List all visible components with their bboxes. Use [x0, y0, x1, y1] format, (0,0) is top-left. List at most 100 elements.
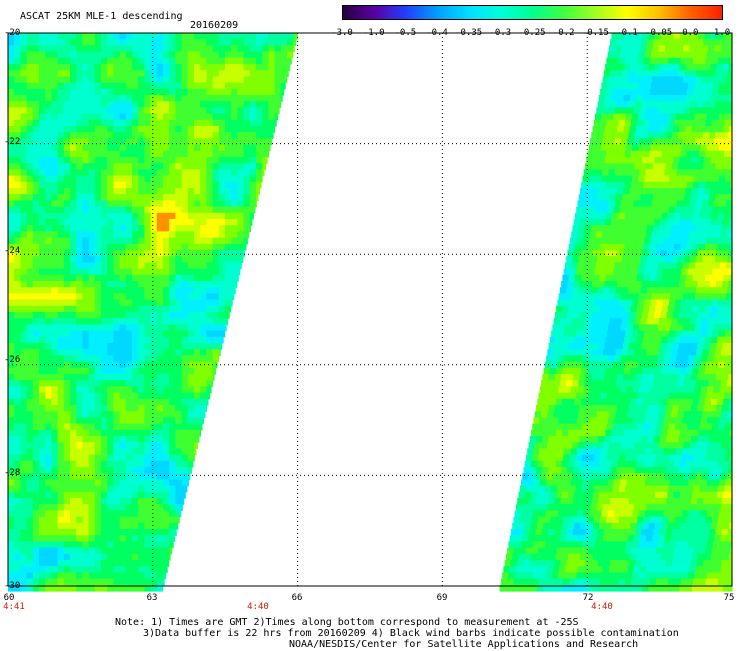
data-cell	[45, 132, 52, 139]
data-cell	[629, 374, 636, 381]
data-cell	[585, 467, 593, 474]
data-cell	[679, 126, 687, 133]
data-cell	[633, 138, 641, 146]
data-cell	[150, 243, 158, 251]
data-cell	[634, 287, 642, 294]
data-cell	[659, 39, 667, 46]
data-cell	[218, 126, 226, 133]
data-cell	[628, 318, 635, 325]
data-cell	[57, 219, 65, 226]
data-cell	[712, 268, 720, 276]
data-cell	[707, 107, 715, 115]
data-cell	[728, 405, 733, 412]
data-cell	[725, 448, 733, 456]
data-cell	[181, 119, 189, 127]
data-cell	[150, 268, 158, 276]
data-cell	[26, 88, 34, 96]
data-cell	[662, 57, 669, 65]
data-cell	[144, 485, 152, 493]
data-cell	[63, 349, 71, 356]
data-cell	[626, 113, 633, 121]
data-cell	[70, 70, 77, 77]
data-cell	[237, 231, 245, 239]
data-cell	[701, 355, 708, 363]
data-cell	[63, 504, 71, 511]
data-cell	[51, 163, 59, 170]
data-cell	[113, 144, 121, 152]
data-cell	[683, 318, 691, 325]
data-cell	[595, 448, 603, 456]
data-cell	[594, 423, 602, 431]
data-cell	[32, 250, 40, 257]
data-cell	[562, 398, 569, 406]
data-cell	[51, 144, 59, 152]
data-cell	[606, 212, 613, 220]
data-cell	[119, 405, 127, 412]
data-cell	[45, 200, 52, 208]
data-cell	[206, 188, 214, 195]
data-cell	[687, 175, 695, 183]
data-cell	[605, 243, 613, 251]
data-cell	[685, 281, 692, 288]
data-cell	[639, 45, 647, 53]
data-cell	[710, 250, 717, 257]
data-cell	[696, 256, 704, 263]
data-cell	[523, 498, 531, 505]
data-cell	[26, 45, 34, 53]
data-cell	[683, 107, 690, 115]
data-cell	[621, 76, 628, 84]
data-cell	[32, 219, 40, 226]
data-cell	[20, 491, 28, 499]
data-cell	[156, 150, 164, 158]
data-cell	[138, 467, 145, 474]
data-cell	[101, 45, 108, 53]
data-cell	[721, 467, 729, 474]
data-cell	[138, 82, 145, 90]
data-cell	[694, 175, 701, 183]
data-cell	[45, 70, 52, 77]
data-cell	[194, 423, 201, 431]
data-cell	[39, 212, 46, 220]
data-cell	[713, 200, 721, 208]
data-cell	[711, 150, 719, 158]
data-cell	[603, 411, 610, 418]
data-cell	[639, 386, 646, 394]
data-cell	[717, 57, 725, 65]
data-cell	[705, 485, 713, 493]
data-cell	[590, 473, 598, 480]
data-cell	[101, 82, 108, 90]
data-cell	[612, 212, 619, 220]
data-cell	[175, 113, 183, 121]
data-cell	[119, 460, 127, 468]
data-cell	[101, 194, 108, 201]
data-cell	[662, 361, 670, 369]
data-cell	[63, 76, 71, 84]
data-cell	[101, 504, 108, 511]
data-cell	[194, 312, 201, 319]
data-cell	[181, 343, 189, 350]
data-cell	[558, 448, 565, 456]
data-cell	[138, 200, 145, 208]
data-cell	[119, 374, 127, 381]
data-cell	[664, 107, 672, 115]
data-cell	[57, 243, 65, 251]
data-cell	[720, 200, 727, 208]
data-cell	[88, 39, 96, 46]
data-cell	[175, 343, 183, 350]
data-cell	[604, 312, 612, 319]
data-cell	[39, 113, 46, 121]
data-cell	[685, 157, 693, 164]
data-cell	[231, 237, 238, 245]
data-cell	[70, 436, 77, 443]
data-cell	[554, 312, 562, 319]
data-cell	[57, 467, 65, 474]
data-cell	[132, 374, 139, 381]
data-cell	[243, 113, 251, 121]
data-cell	[107, 82, 114, 90]
data-cell	[667, 64, 674, 71]
data-cell	[583, 355, 591, 363]
data-cell	[690, 39, 698, 46]
data-cell	[630, 305, 638, 313]
data-cell	[20, 374, 28, 381]
data-cell	[144, 250, 152, 257]
